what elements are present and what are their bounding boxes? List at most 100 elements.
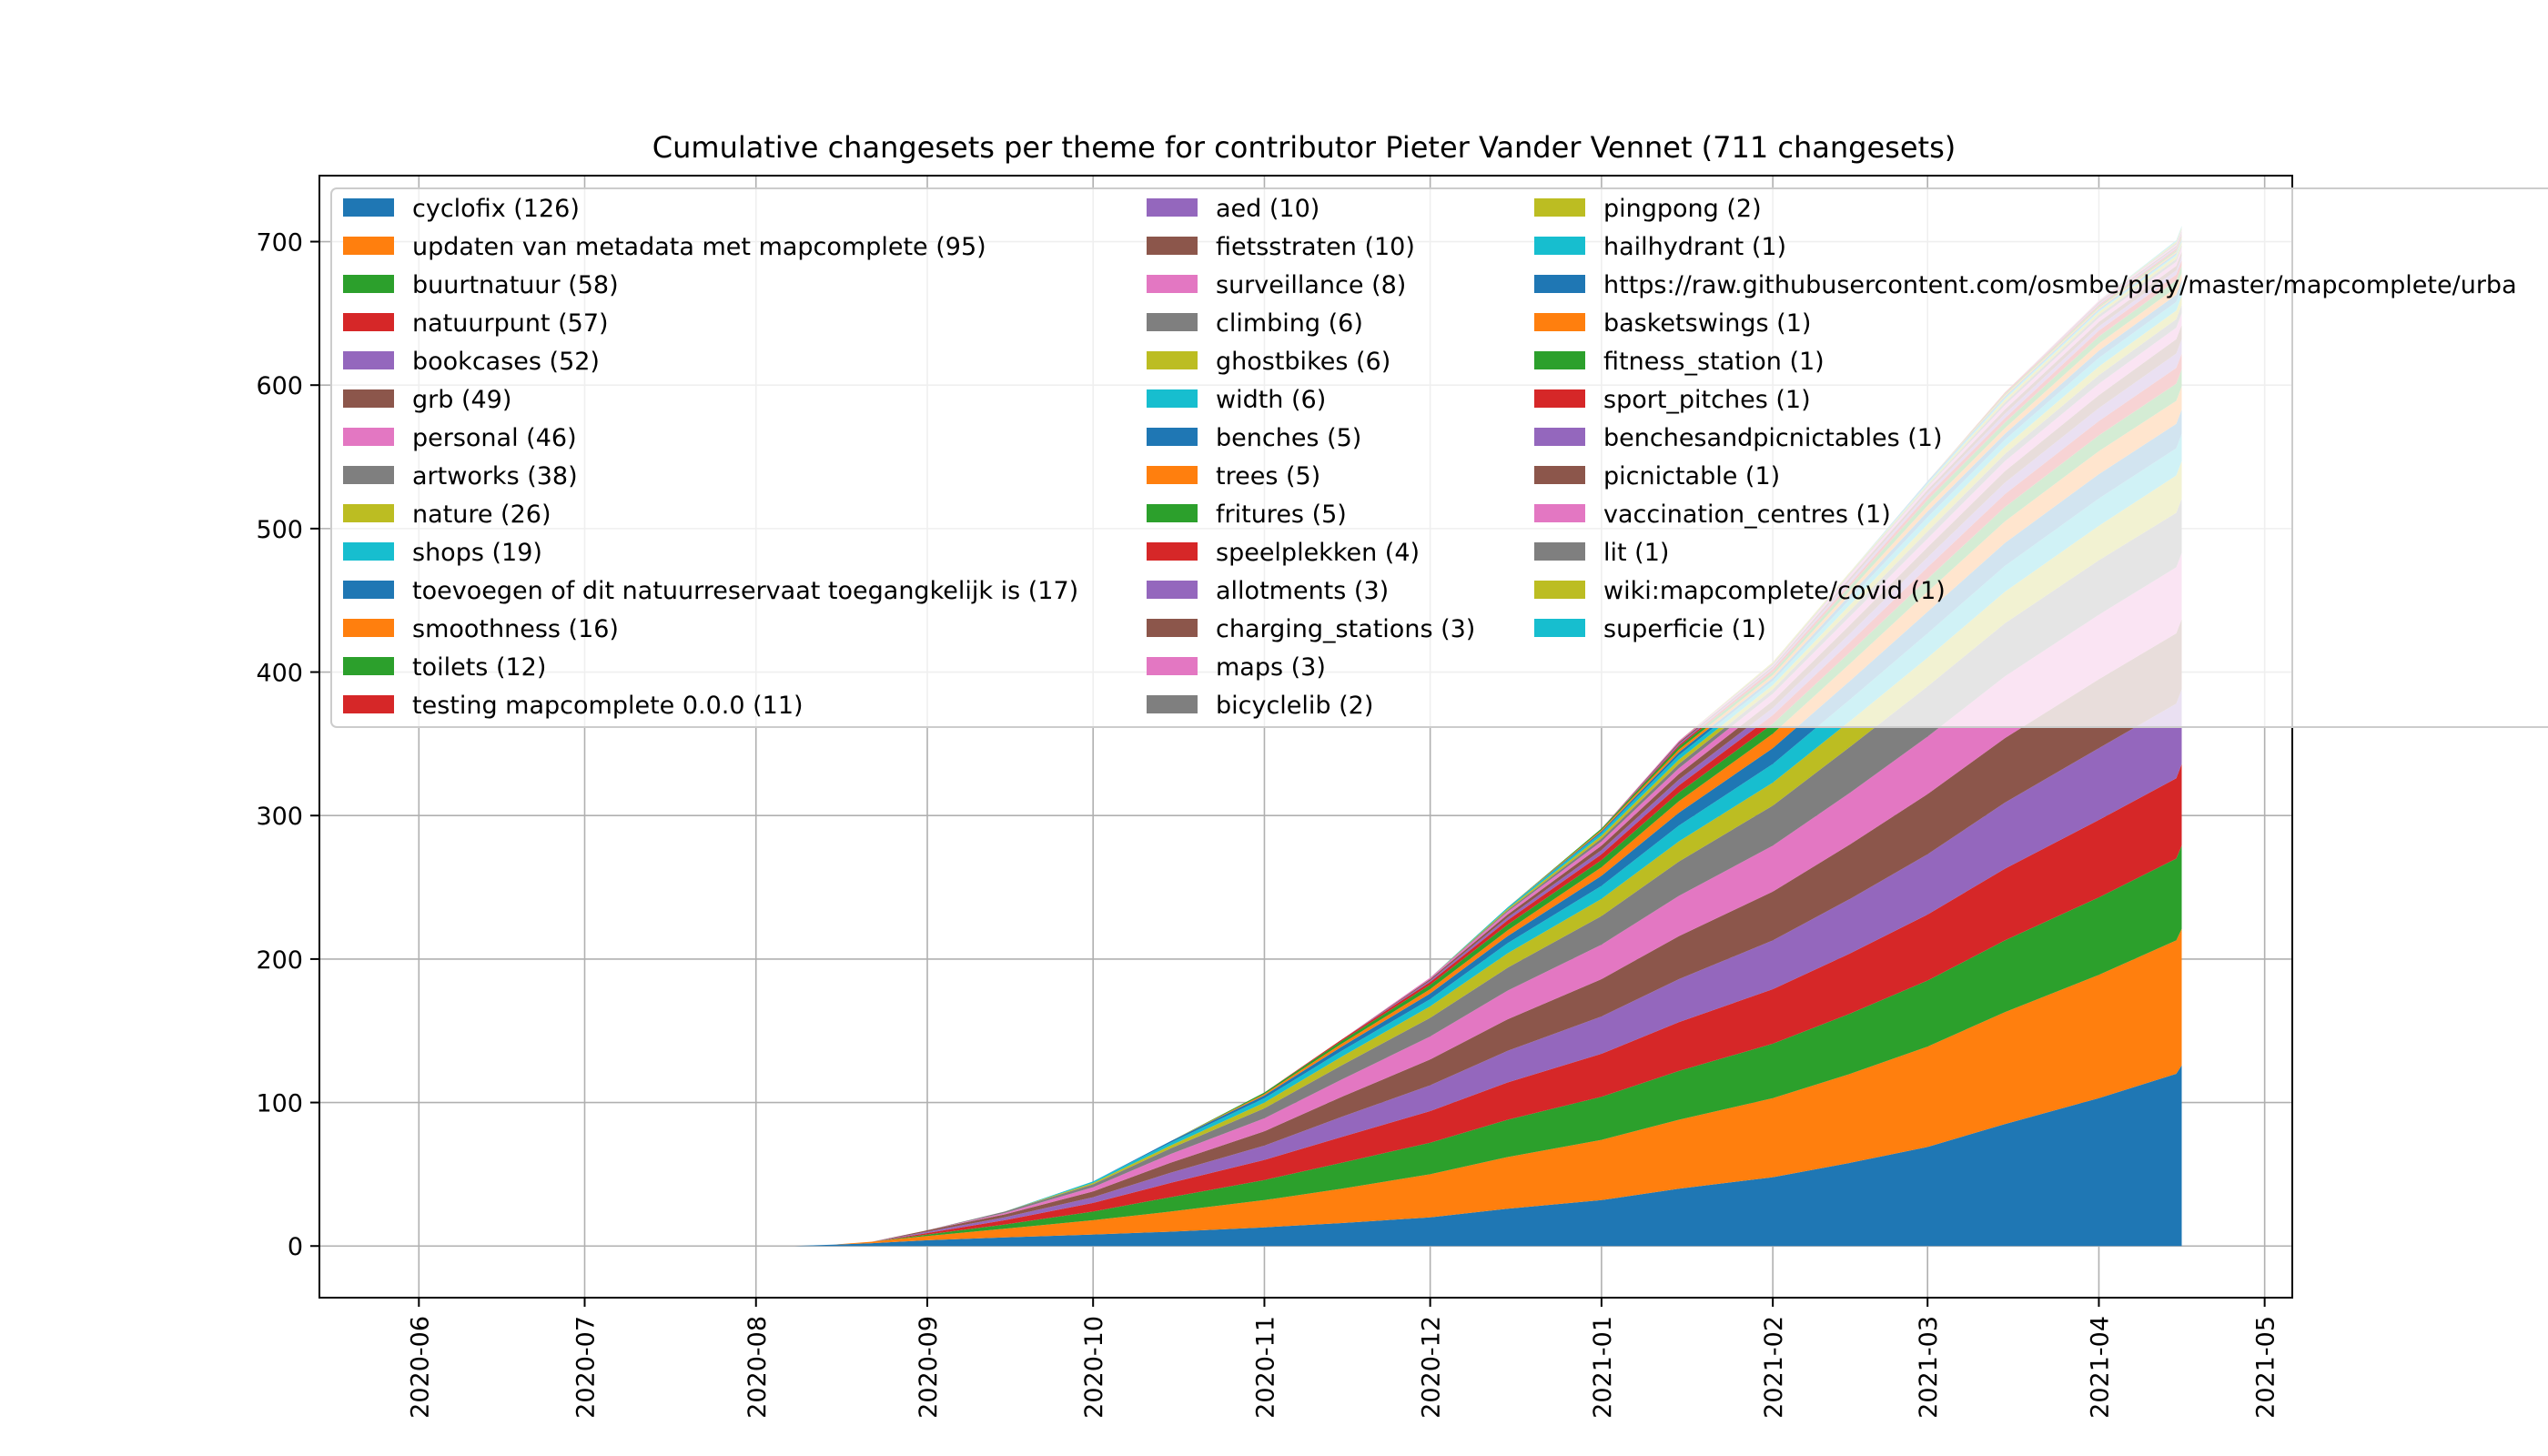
legend-label: sport_pitches (1) [1603,386,1811,414]
legend-label: speelplekken (4) [1216,539,1420,567]
legend-label: basketswings (1) [1603,309,1811,338]
legend-swatch [1534,275,1585,293]
legend-label: nature (26) [412,500,551,529]
legend-label: cyclofix (126) [412,195,580,223]
legend-swatch [1147,581,1198,599]
legend-label: shops (19) [412,539,542,567]
x-tick-label: 2020-10 [1080,1316,1108,1419]
legend-label: benches (5) [1216,424,1361,452]
y-tick-label: 300 [256,803,303,831]
legend-swatch [1147,428,1198,446]
x-tick-label: 2020-11 [1251,1316,1279,1419]
legend-swatch [1147,389,1198,408]
x-tick-label: 2020-12 [1418,1316,1446,1419]
legend-label: smoothness (16) [412,615,619,643]
legend-swatch [343,389,394,408]
x-tick-label: 2021-05 [2252,1316,2280,1419]
legend-swatch [1534,198,1585,217]
legend-label: artworks (38) [412,462,578,490]
x-tick-label: 2021-01 [1589,1316,1617,1419]
legend-label: personal (46) [412,424,577,452]
x-tick-label: 2021-04 [2086,1316,2114,1419]
chart-title: Cumulative changesets per theme for cont… [652,130,1956,165]
area-series-6 [390,552,2182,1247]
legend-label: bicyclelib (2) [1216,692,1373,720]
legend-label: wiki:mapcomplete/covid (1) [1603,577,1946,605]
legend-swatch [343,313,394,331]
legend-swatch [343,466,394,484]
legend-swatch [1147,313,1198,331]
legend-swatch [343,581,394,599]
legend-swatch [343,542,394,561]
plot-frame [318,175,2293,1299]
legend-swatch [343,275,394,293]
y-axis-ticks: 0 100 200 300 400 500 600 700 [256,229,319,1261]
legend-label: fietsstraten (10) [1216,233,1415,261]
legend-label: width (6) [1216,386,1326,414]
legend-swatch [1534,237,1585,255]
legend-label: charging_stations (3) [1216,615,1475,643]
legend-swatch [1534,389,1585,408]
legend-swatch [1534,428,1585,446]
legend-label: testing mapcomplete 0.0.0 (11) [412,692,804,720]
legend-label: fitness_station (1) [1603,348,1825,376]
legend-swatch [1147,657,1198,675]
legend-label: ghostbikes (6) [1216,348,1390,376]
legend-swatch [1147,237,1198,255]
legend-swatch [343,428,394,446]
legend-swatch [1534,542,1585,561]
legend-label: grb (49) [412,386,511,414]
legend-swatch [343,237,394,255]
legend-label: buurtnatuur (58) [412,271,619,299]
y-tick-label: 400 [256,660,303,688]
area-series-2 [390,845,2182,1247]
legend-swatch [343,504,394,522]
legend-label: vaccination_centres (1) [1603,500,1891,529]
y-tick-label: 100 [256,1090,303,1118]
legend-swatch [1147,619,1198,637]
y-tick-label: 600 [256,372,303,400]
area-series-3 [390,763,2182,1247]
stacked-areas [390,226,2182,1247]
legend-swatch [343,695,394,713]
legend-swatch [1147,198,1198,217]
legend-label: climbing (6) [1216,309,1363,338]
legend-label: superficie (1) [1603,615,1766,643]
legend-label: hailhydrant (1) [1603,233,1786,261]
x-axis-ticks: 2020-06 2020-07 2020-08 2020-09 2020-10 2020-… [406,1298,2280,1419]
legend-swatch [343,198,394,217]
legend-swatch [343,657,394,675]
area-series-1 [390,928,2182,1247]
legend-swatch [1147,542,1198,561]
x-tick-label: 2020-08 [743,1316,772,1419]
legend-label: https://raw.githubusercontent.com/osmbe/… [1603,271,2517,299]
legend-label: natuurpunt (57) [412,309,609,338]
legend-swatch [1147,466,1198,484]
x-tick-label: 2020-06 [406,1316,434,1419]
legend-box [330,187,2548,728]
legend-label: surveillance (8) [1216,271,1406,299]
legend-label: allotments (3) [1216,577,1389,605]
legend: cyclofix (126) updaten van metadata met m… [330,187,2548,728]
x-tick-label: 2021-02 [1760,1316,1788,1419]
legend-swatch [1534,351,1585,369]
legend-label: benchesandpicnictables (1) [1603,424,1943,452]
legend-label: toilets (12) [412,653,546,682]
y-tick-label: 700 [256,229,303,258]
x-tick-label: 2021-03 [1915,1316,1943,1419]
legend-label: toevoegen of dit natuurreservaat toegang… [412,577,1078,605]
legend-label: lit (1) [1603,539,1669,567]
y-tick-label: 200 [256,946,303,975]
legend-swatch [1534,504,1585,522]
legend-swatch [343,351,394,369]
legend-swatch [1147,695,1198,713]
legend-swatch [343,619,394,637]
y-tick-label: 500 [256,516,303,544]
legend-swatch [1534,313,1585,331]
legend-label: updaten van metadata met mapcomplete (95… [412,233,986,261]
legend-label: bookcases (52) [412,348,600,376]
area-series-0 [390,1065,2182,1247]
legend-swatch [1147,275,1198,293]
x-tick-label: 2020-07 [571,1316,600,1419]
